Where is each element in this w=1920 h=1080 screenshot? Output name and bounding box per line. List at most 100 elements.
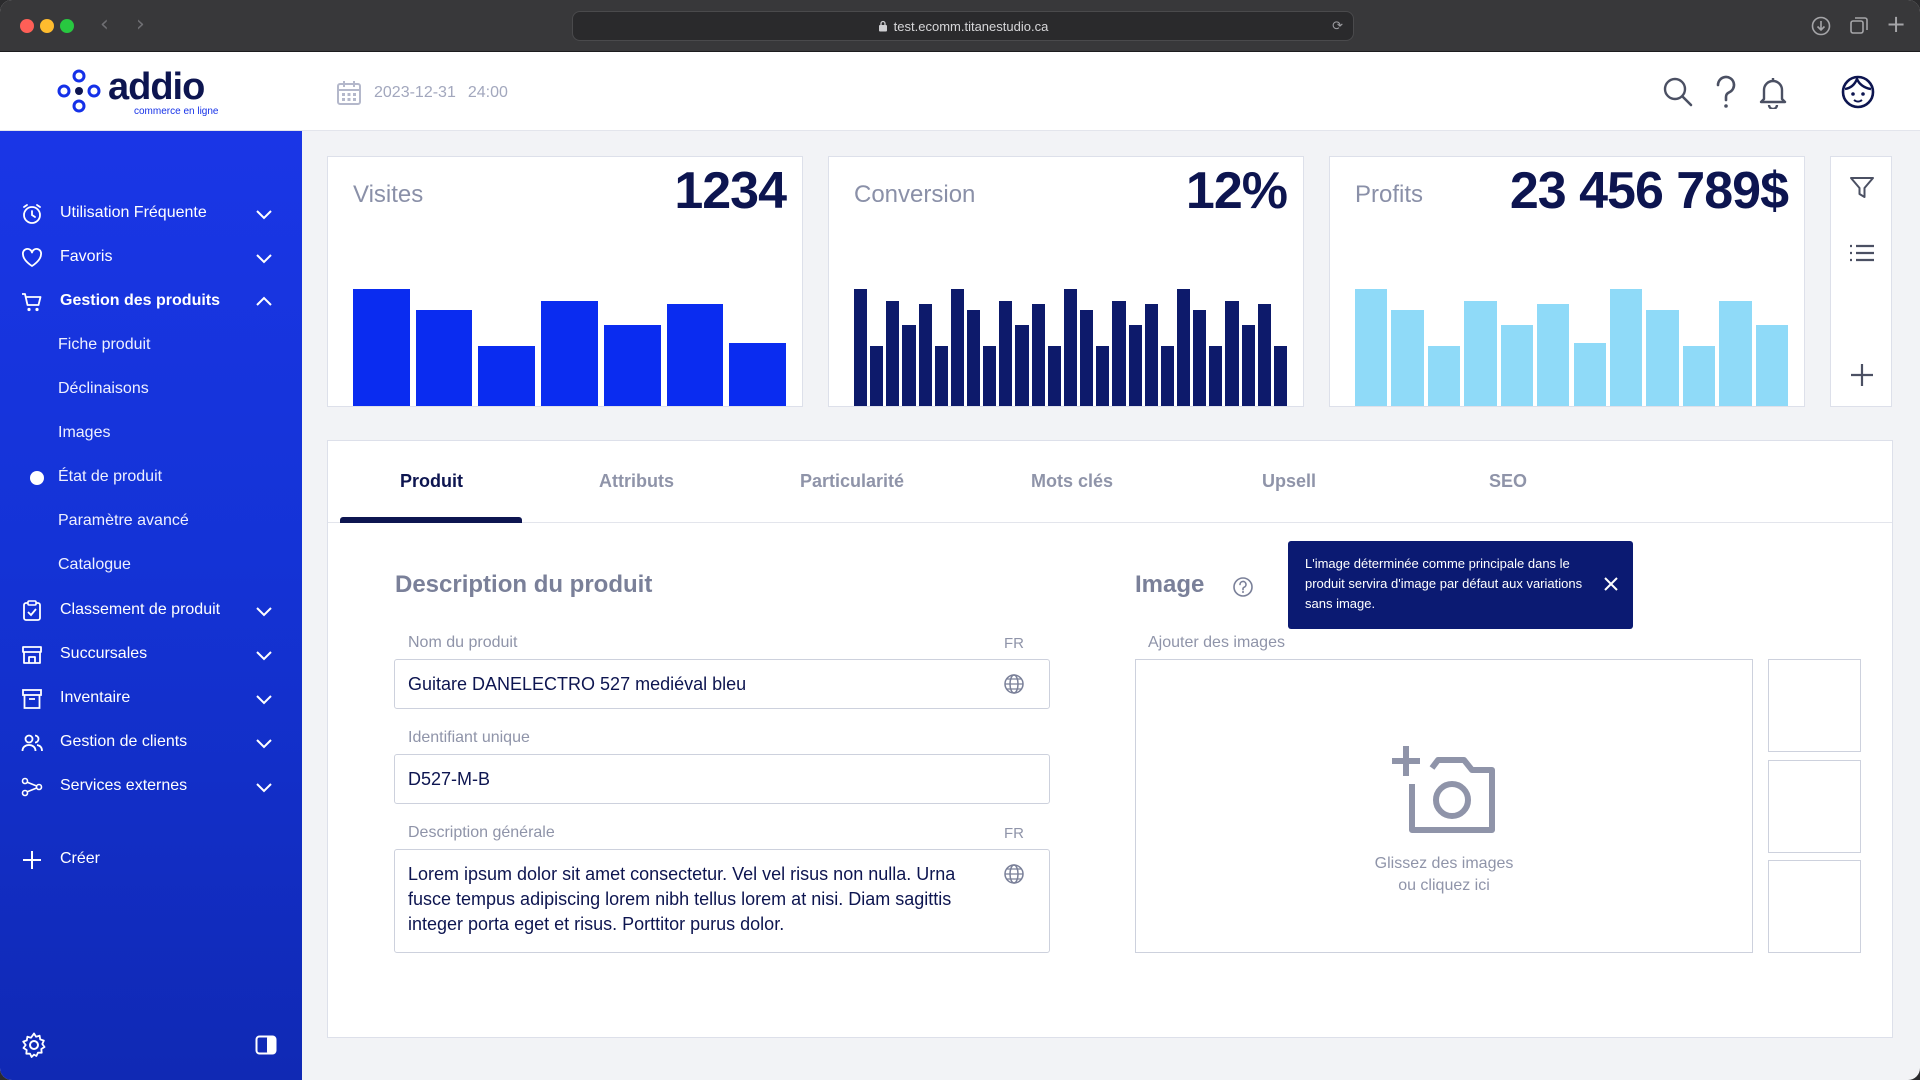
address-bar[interactable]: test.ecomm.titanestudio.ca ⟳ <box>572 11 1354 41</box>
sidebar-item-label: Utilisation Fréquente <box>60 204 207 221</box>
chevron-down-icon[interactable] <box>254 645 274 665</box>
chart-bar <box>1273 346 1287 406</box>
chevron-down-icon[interactable] <box>254 601 274 621</box>
chart-bar <box>1500 325 1534 406</box>
sidebar-subitem-catalogue[interactable]: Catalogue <box>58 556 131 573</box>
chart-bar <box>1096 346 1110 406</box>
chart-bar <box>1241 325 1255 406</box>
download-icon[interactable] <box>1810 15 1832 37</box>
minimize-window-button[interactable] <box>40 19 54 33</box>
create-button[interactable]: Créer <box>0 839 302 879</box>
logo-mark-icon <box>57 69 101 113</box>
stat-card-conversion: Conversion 12% <box>828 156 1304 407</box>
chevron-up-icon[interactable] <box>254 292 274 312</box>
unique-id-label: Identifiant unique <box>408 729 530 746</box>
user-avatar-icon[interactable] <box>1840 74 1876 110</box>
clock-icon <box>23 204 41 224</box>
collapse-sidebar-icon[interactable] <box>255 1034 277 1056</box>
users-icon <box>21 734 43 752</box>
calendar-icon <box>337 81 361 105</box>
tab-mots-cles[interactable]: Mots clés <box>1031 471 1114 491</box>
globe-icon[interactable] <box>1003 673 1025 695</box>
chart-bar <box>886 301 900 406</box>
description-value: Lorem ipsum dolor sit amet consectetur. … <box>408 864 956 934</box>
new-tab-icon[interactable]: + <box>1886 10 1907 38</box>
drop-instructions: Glissez des images ou cliquez ici <box>1136 853 1752 897</box>
close-icon[interactable] <box>1603 576 1619 592</box>
maximize-window-button[interactable] <box>60 19 74 33</box>
drop-line-2: ou cliquez ici <box>1398 877 1490 894</box>
back-arrow-icon[interactable]: ‹ <box>100 12 109 37</box>
sidebar-subitem-images[interactable]: Images <box>58 424 111 441</box>
sidebar-item-gestion-de-clients[interactable]: Gestion de clients <box>0 722 302 762</box>
sidebar-subitem-parametre-avance[interactable]: Paramètre avancé <box>58 512 189 529</box>
date-time-picker[interactable]: 2023-12-31 24:00 <box>336 80 508 106</box>
tab-particularite[interactable]: Particularité <box>800 471 905 491</box>
description-textarea[interactable]: Lorem ipsum dolor sit amet consectetur. … <box>394 849 1050 953</box>
sidebar-subitem-etat-de-produit[interactable]: État de produit <box>58 468 163 485</box>
chart-bar <box>1682 346 1716 406</box>
sidebar: Utilisation Fréquente Favoris Gestion de… <box>0 131 302 1080</box>
sidebar-item-services-externes[interactable]: Services externes <box>0 766 302 806</box>
globe-icon[interactable] <box>1003 863 1025 885</box>
chart-bar <box>1573 343 1606 406</box>
product-name-field[interactable]: Guitare DANELECTRO 527 mediéval bleu <box>394 659 1050 709</box>
image-drop-zone[interactable]: Glissez des images ou cliquez ici <box>1135 659 1753 953</box>
reload-icon[interactable]: ⟳ <box>1332 18 1343 33</box>
chart-bar <box>967 310 981 406</box>
tab-seo[interactable]: SEO <box>1489 471 1528 491</box>
close-window-button[interactable] <box>20 19 34 33</box>
tab-upsell[interactable]: Upsell <box>1262 471 1317 491</box>
chart-bar <box>603 325 661 406</box>
help-circle-icon[interactable] <box>1232 576 1254 598</box>
tabs-overview-icon[interactable] <box>1848 15 1870 37</box>
sidebar-item-classement-de-produit[interactable]: Classement de produit <box>0 590 302 630</box>
image-thumbnail-slot[interactable] <box>1768 659 1861 752</box>
filter-icon[interactable] <box>1849 175 1875 201</box>
tab-bar: Produit Attributs Particularité Mots clé… <box>328 441 1892 523</box>
search-icon[interactable] <box>1660 74 1696 110</box>
sidebar-item-label: Favoris <box>60 248 113 265</box>
list-icon[interactable] <box>1849 243 1875 263</box>
drop-line-1: Glissez des images <box>1374 855 1514 872</box>
sidebar-item-utilisation-frequente[interactable]: Utilisation Fréquente <box>0 193 302 233</box>
addio-logo[interactable]: addio commerce en ligne <box>56 68 218 118</box>
sidebar-item-succursales[interactable]: Succursales <box>0 634 302 674</box>
chart-bar <box>1257 304 1271 406</box>
stat-card-profits: Profits 23 456 789$ <box>1329 156 1805 407</box>
product-panel: Produit Attributs Particularité Mots clé… <box>327 440 1893 1038</box>
add-widget-icon[interactable] <box>1849 362 1875 388</box>
chart-bar <box>1080 310 1094 406</box>
chart-bar <box>854 289 868 406</box>
sidebar-subitem-declinaisons[interactable]: Déclinaisons <box>58 380 149 397</box>
chart-bar <box>729 343 786 406</box>
tab-attributs[interactable]: Attributs <box>599 471 674 491</box>
image-thumbnail-slot[interactable] <box>1768 760 1861 853</box>
description-title: Description du produit <box>395 571 653 598</box>
sidebar-item-inventaire[interactable]: Inventaire <box>0 678 302 718</box>
chart-bar <box>999 301 1013 406</box>
add-images-label: Ajouter des images <box>1148 634 1285 651</box>
sidebar-item-favoris[interactable]: Favoris <box>0 237 302 277</box>
chevron-down-icon[interactable] <box>254 733 274 753</box>
forward-arrow-icon[interactable]: › <box>136 12 145 37</box>
tab-produit[interactable]: Produit <box>400 471 463 491</box>
image-thumbnail-slot[interactable] <box>1768 860 1861 953</box>
help-icon[interactable] <box>1708 74 1744 110</box>
chevron-down-icon[interactable] <box>254 204 274 224</box>
bell-icon[interactable] <box>1755 74 1791 110</box>
image-help-tooltip: L'image déterminée comme principale dans… <box>1288 541 1633 629</box>
sidebar-item-label: Succursales <box>60 645 148 662</box>
unique-id-field[interactable]: D527-M-B <box>394 754 1050 804</box>
chevron-down-icon[interactable] <box>254 248 274 268</box>
sidebar-subitem-fiche-produit[interactable]: Fiche produit <box>58 336 151 353</box>
sidebar-item-label: Gestion de clients <box>60 733 188 750</box>
chevron-down-icon[interactable] <box>254 777 274 797</box>
chevron-down-icon[interactable] <box>254 689 274 709</box>
settings-gear-icon[interactable] <box>21 1032 47 1058</box>
sidebar-item-gestion-des-produits[interactable]: Gestion des produits <box>0 281 302 321</box>
bar-chart <box>353 256 786 406</box>
stat-value: 12% <box>1185 162 1288 220</box>
chart-bar <box>1112 301 1126 406</box>
time-value: 24:00 <box>467 84 508 101</box>
